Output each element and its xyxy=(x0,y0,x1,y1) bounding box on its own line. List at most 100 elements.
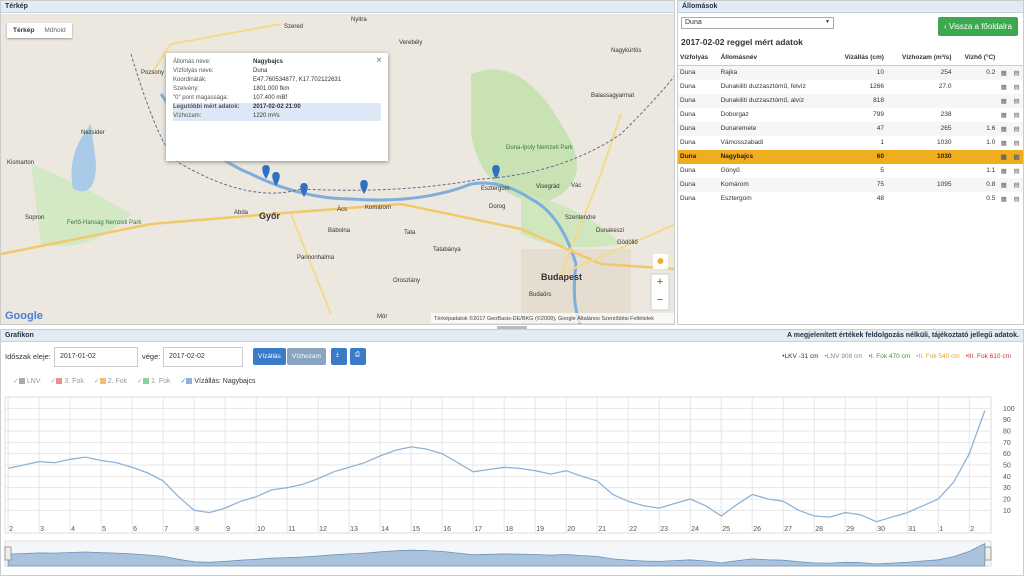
calendar-icon: ▦ xyxy=(1000,195,1007,203)
cell: 47 xyxy=(831,121,886,136)
popup-key: Szelvény: xyxy=(173,86,200,92)
river-select[interactable]: Duna ▼ xyxy=(681,17,834,29)
place-label: Budaörs xyxy=(529,292,551,298)
place-label: Gödöllő xyxy=(617,240,638,246)
checkmark: ✓ xyxy=(93,378,100,385)
stations-panel: Állomások Duna ▼ ‹ Vissza a főoldalra 201… xyxy=(677,0,1024,325)
station-row[interactable]: Duna Dunaremete 47 265 1.6 ▦ ▤ xyxy=(678,121,1023,136)
navigator-handle[interactable] xyxy=(4,546,12,561)
x-tick-label: 9 xyxy=(226,526,230,533)
station-row[interactable]: Duna Doborgaz 799 238 ▦ ▤ xyxy=(678,108,1023,122)
chart-icon: ▤ xyxy=(1010,93,1023,108)
x-tick-label: 2 xyxy=(970,526,974,533)
info-popup: × Állomás neve: Nagybajcs Vízfolyás neve: D… xyxy=(166,53,388,161)
cell xyxy=(953,93,998,108)
y-tick-label: 10 xyxy=(1003,508,1011,515)
x-tick-label: 20 xyxy=(567,526,575,533)
cell: 60 xyxy=(831,149,886,164)
cell: 254 xyxy=(885,65,954,80)
print-button[interactable]: ⎙ xyxy=(350,348,366,365)
popup-close[interactable]: × xyxy=(376,55,382,66)
toggle[interactable]: ✓ LNV xyxy=(13,377,41,385)
cell xyxy=(885,93,954,108)
chart-icon: ▤ xyxy=(1010,121,1023,136)
cell: Duna xyxy=(678,177,719,192)
cell: 75 xyxy=(831,177,886,192)
place-label: Szentendre xyxy=(565,215,596,221)
toggle[interactable]: ✓ 3. Fok xyxy=(51,377,84,385)
popup-value: E47.760534877, K17.702122631 xyxy=(253,77,342,83)
chart-icon: ▤ xyxy=(1013,167,1020,175)
toggle-label: 1. Fok xyxy=(151,378,171,385)
station-row[interactable]: Duna Vámosszabadi 1 1030 1.0 ▦ ▤ xyxy=(678,136,1023,150)
cell: 0.2 xyxy=(953,65,998,80)
place-label: Győr xyxy=(259,211,281,221)
zoom-in[interactable]: + xyxy=(657,276,663,288)
station-row[interactable]: Duna Gönyű 5 1.1 ▦ ▤ xyxy=(678,164,1023,178)
legend-marker: • xyxy=(965,353,968,360)
place-label: Tata xyxy=(404,230,416,236)
station-marker[interactable] xyxy=(492,165,500,179)
station-row[interactable]: Duna Nagybajcs 60 1030 ▦ ▤ xyxy=(678,149,1023,164)
toggle-swatch xyxy=(18,378,25,385)
station-marker[interactable] xyxy=(272,172,280,186)
column-header: Állomásnév xyxy=(718,51,832,66)
cell: 27.0 xyxy=(938,83,952,90)
station-marker[interactable] xyxy=(300,183,308,197)
station-marker[interactable] xyxy=(262,165,270,179)
navigator-area xyxy=(7,542,986,567)
calendar-icon: ▦ xyxy=(997,93,1011,108)
start-input[interactable]: 2017-01-02 xyxy=(54,347,138,367)
y-tick-label: 80 xyxy=(1003,429,1011,436)
navigator-handle[interactable] xyxy=(984,546,992,561)
map-type-option[interactable]: Műhold xyxy=(44,27,66,34)
legend-label: Vízállás: Nagybajcs xyxy=(194,378,256,385)
place-label: Pannonhalma xyxy=(297,255,335,261)
legend-marker: • xyxy=(824,353,827,360)
place-label: Oroszlány xyxy=(393,278,420,284)
toggle-label: LNV xyxy=(26,378,41,385)
end-input[interactable]: 2017-02-02 xyxy=(163,347,243,367)
zoom-out[interactable]: − xyxy=(657,294,663,306)
panel-title: Állomások xyxy=(678,1,1023,13)
map-type-option[interactable]: Térkép xyxy=(13,27,35,34)
x-tick-label: 3 xyxy=(40,526,44,533)
splitter[interactable] xyxy=(497,326,527,329)
popup-value: Duna xyxy=(253,68,268,74)
cell: 1030 xyxy=(937,139,952,146)
x-tick-label: 27 xyxy=(784,526,792,533)
station-row[interactable]: Duna Esztergom 48 0.5 ▦ ▤ xyxy=(678,192,1023,206)
x-tick-label: 26 xyxy=(753,526,761,533)
station-row[interactable]: Duna Komárom 75 1095 0.8 ▦ ▤ xyxy=(678,177,1023,192)
checkmark: ✓ xyxy=(137,378,144,385)
popup-value: 107.400 mBf xyxy=(253,95,288,101)
markers xyxy=(262,165,500,197)
attribution: Térképadatok ©2017 GeoBasis-DE/BKG (©200… xyxy=(434,315,654,322)
mode-button[interactable]: Vízállás xyxy=(253,348,286,365)
x-tick-label: 19 xyxy=(536,526,544,533)
popup-row: Szelvény: 1801.000 fkm xyxy=(173,85,381,94)
panel-title: Grafikon A megjelenített értékek feldolgo… xyxy=(1,330,1023,342)
toggle[interactable]: ✓ 1. Fok xyxy=(137,377,170,385)
cell xyxy=(953,108,997,122)
cell: 0.8 xyxy=(953,177,998,192)
station-row[interactable]: Duna Dunakiliti duzzasztómű, alvíz 818 ▦ ▤ xyxy=(678,93,1023,108)
toggle[interactable]: ✓ 2. Fok xyxy=(94,377,127,385)
toggle-label: 2. Fok xyxy=(107,378,128,385)
x-tick-label: 22 xyxy=(629,526,637,533)
calendar-icon: ▦ xyxy=(1000,83,1007,91)
download-button[interactable]: ⤓ xyxy=(331,348,347,365)
place-label: Fertő-Hanság Nemzeti Park xyxy=(67,220,142,226)
station-row[interactable]: Duna Dunakiliti duzzasztómű, felvíz 1266 27… xyxy=(678,80,1023,94)
column-header: Vízfolyás xyxy=(678,51,719,66)
legend-entry[interactable]: ✓ Vízállás: Nagybajcs xyxy=(180,377,255,385)
cell: Dunaremete xyxy=(718,121,832,136)
station-marker[interactable] xyxy=(360,180,368,194)
level-label: LKV -31 cm xyxy=(784,353,819,360)
x-tick-label: 6 xyxy=(133,526,137,533)
back-button[interactable]: ‹ Vissza a főoldalra xyxy=(938,17,1018,36)
mode-button[interactable]: Vízhozam xyxy=(287,348,326,365)
cell: 0.5 xyxy=(986,195,996,202)
calendar-icon: ▦ xyxy=(997,149,1011,164)
station-row[interactable]: Duna Rajka 10 254 0.2 ▦ ▤ xyxy=(678,65,1023,80)
